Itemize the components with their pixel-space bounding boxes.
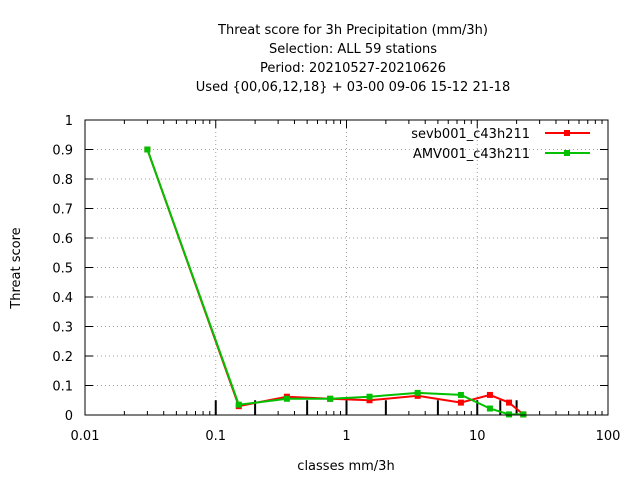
series-2-point: [366, 393, 373, 400]
title-line: Period: 20210527-20210626: [260, 61, 446, 76]
y-tick-label: 1: [65, 114, 73, 129]
series-1-point: [366, 397, 373, 404]
series-1-point: [457, 399, 464, 406]
title-line: Used {00,06,12,18} + 03-00 09-06 15-12 2…: [196, 80, 510, 95]
y-tick-label: 0.8: [52, 173, 73, 188]
series-group: [144, 146, 527, 418]
grid-lines: [85, 120, 608, 415]
x-tick-label: 1: [342, 429, 350, 444]
series-2-point: [327, 395, 334, 402]
title-line: Selection: ALL 59 stations: [269, 42, 437, 57]
series-2-point: [414, 389, 421, 396]
legend-label: sevb001_c43h211: [411, 127, 530, 142]
series-line-2: [146, 149, 524, 416]
legend-marker: [564, 150, 570, 156]
y-axis-label: Threat score: [9, 227, 24, 309]
x-tick-label: 10: [469, 429, 486, 444]
legend: sevb001_c43h211 AMV001_c43h211: [411, 127, 590, 162]
series-2-point: [520, 411, 527, 418]
title-line: Threat score for 3h Precipitation (mm/3h…: [217, 23, 488, 38]
legend-label: AMV001_c43h211: [413, 147, 530, 162]
x-tick-label: 100: [596, 429, 621, 444]
series-1-point: [486, 391, 493, 398]
y-tick-label: 0.4: [52, 291, 73, 306]
y-tick-label: 0.9: [52, 144, 73, 159]
y-tick-label: 0.6: [52, 232, 73, 247]
x-tick-label: 0.01: [71, 429, 100, 444]
series-2-point: [144, 146, 151, 153]
plot-frame: [84, 119, 609, 416]
axis-ticks: 0 0.1 0.2 0.3 0.4 0.5 0.6 0.7 0.8 0.9 1 0.01 0.1 1 10 1…: [52, 114, 620, 444]
series-2-point: [283, 395, 290, 402]
y-tick-label: 0.5: [52, 262, 73, 277]
y-tick-label: 0.2: [52, 350, 73, 365]
y-tick-label: 0.1: [52, 380, 73, 395]
chart-title: Threat score for 3h Precipitation (mm/3h…: [196, 23, 510, 95]
x-tick-label: 0.1: [205, 429, 226, 444]
y-tick-label: 0.7: [52, 203, 73, 218]
series-1-point: [506, 399, 513, 406]
y-tick-label: 0.3: [52, 321, 73, 336]
x-axis-label: classes mm/3h: [297, 459, 394, 474]
series-2-point: [506, 411, 513, 418]
legend-marker: [564, 130, 570, 136]
series-2-point: [235, 401, 242, 408]
series-line-1: [146, 149, 524, 416]
series-2-point: [486, 405, 493, 412]
y-tick-label: 0: [65, 409, 73, 424]
series-2-point: [457, 391, 464, 398]
